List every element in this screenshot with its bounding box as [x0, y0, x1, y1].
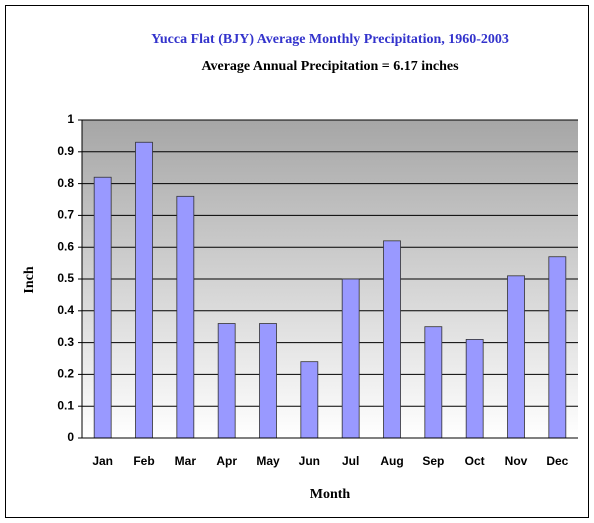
bar: [383, 240, 401, 439]
bar: [217, 323, 236, 439]
x-tick-label: Feb: [133, 454, 154, 468]
bar: [176, 195, 195, 439]
y-tick-label: 0.3: [57, 335, 74, 349]
y-tick-label: 1: [67, 112, 74, 126]
bar: [548, 256, 567, 439]
x-tick-label: Jun: [299, 454, 320, 468]
y-tick-label: 0.5: [57, 271, 74, 285]
bar: [93, 176, 112, 439]
x-tick-label: Jul: [342, 454, 359, 468]
x-tick-label: Apr: [216, 454, 237, 468]
x-tick-label: Aug: [380, 454, 403, 468]
x-tick-label: Dec: [546, 454, 568, 468]
y-tick-label: 0.1: [57, 398, 74, 412]
y-tick-label: 0.7: [57, 208, 74, 222]
y-axis-label: Inch: [22, 266, 37, 293]
bar: [259, 323, 277, 439]
bar: [465, 339, 484, 439]
y-tick-label: 0.9: [57, 144, 74, 158]
bar: [300, 361, 319, 439]
x-tick-label: Oct: [465, 454, 485, 468]
y-tick-label: 0.6: [57, 239, 74, 253]
bar: [135, 141, 153, 439]
y-tick-label: 0.8: [57, 176, 74, 190]
chart-subtitle: Average Annual Precipitation = 6.17 inch…: [201, 59, 459, 74]
bar: [507, 275, 525, 439]
y-tick-label: 0: [67, 430, 74, 444]
y-tick-label: 0.4: [57, 303, 74, 317]
x-tick-label: Sep: [422, 454, 444, 468]
x-tick-label: Jan: [92, 454, 113, 468]
x-axis-label: Month: [310, 487, 351, 502]
x-tick-label: May: [256, 454, 280, 468]
chart-title: Yucca Flat (BJY) Average Monthly Precipi…: [151, 32, 509, 47]
bar: [341, 278, 360, 439]
bar: [424, 326, 443, 439]
y-tick-label: 0.2: [57, 367, 74, 381]
x-tick-label: Mar: [175, 454, 197, 468]
x-tick-label: Nov: [505, 454, 528, 468]
